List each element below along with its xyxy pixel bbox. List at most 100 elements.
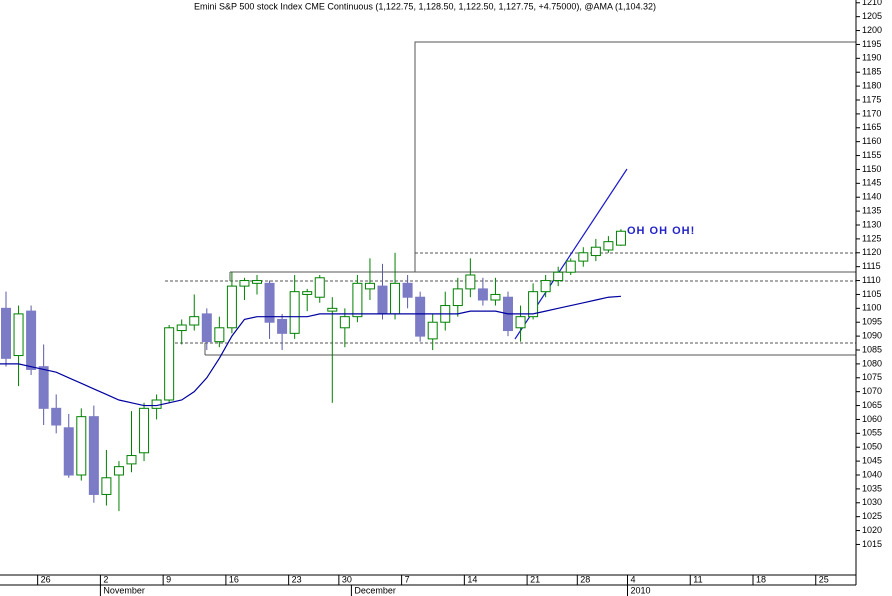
y-tick-label: 1160 — [862, 136, 881, 146]
y-tick-label: 1040 — [862, 469, 882, 479]
candle-body — [252, 280, 262, 284]
candle-body — [101, 477, 112, 495]
chart-title: Emini S&P 500 stock Index CME Continuous… — [194, 1, 656, 11]
candle-body — [364, 282, 375, 290]
candle-body — [540, 280, 551, 293]
candle-body — [565, 260, 576, 273]
y-tick-label: 1080 — [862, 358, 882, 368]
candle-body — [126, 455, 137, 465]
y-tick-label: 1110 — [862, 275, 881, 285]
candle-body — [452, 288, 463, 307]
candle-body — [214, 327, 225, 343]
y-tick-label: 1135 — [862, 205, 881, 215]
candle-body — [63, 427, 74, 476]
y-tick-label: 1210 — [862, 0, 882, 7]
candle-body — [578, 252, 589, 262]
candle-body — [327, 307, 338, 312]
candle-body — [151, 399, 162, 409]
candle-body — [164, 327, 175, 401]
candle-body — [302, 291, 313, 295]
y-tick-label: 1140 — [862, 192, 881, 202]
candle-body — [277, 318, 288, 334]
y-tick-label: 1120 — [862, 247, 881, 257]
candle-body — [189, 316, 200, 326]
x-tick-label: 21 — [530, 574, 540, 584]
candle-body — [339, 316, 350, 329]
y-tick-label: 1115 — [862, 261, 881, 271]
annotations — [165, 41, 856, 356]
month-label: November — [103, 585, 145, 595]
x-tick-label: 18 — [756, 574, 766, 584]
candle-body — [377, 285, 388, 315]
x-tick-label: 7 — [405, 574, 410, 584]
candle-body — [390, 282, 401, 315]
ama-line — [0, 295, 621, 407]
candle-body — [615, 230, 626, 246]
candle-body — [490, 293, 501, 301]
y-tick-label: 1145 — [862, 178, 881, 188]
candle-body — [477, 288, 488, 301]
candle-body — [88, 416, 99, 495]
y-tick-label: 1025 — [862, 511, 882, 521]
candle-body — [314, 277, 325, 298]
y-tick-label: 1090 — [862, 330, 882, 340]
candle-body — [38, 366, 49, 409]
candle-body — [427, 321, 438, 340]
y-tick-label: 1050 — [862, 442, 882, 452]
y-tick-label: 1100 — [862, 303, 881, 313]
candle-body — [201, 313, 212, 343]
candle-body — [113, 466, 124, 476]
candle-body — [465, 274, 476, 290]
y-tick-label: 1045 — [862, 455, 882, 465]
candle-body — [26, 310, 37, 370]
candle-body — [1, 307, 11, 359]
candle-body — [176, 324, 187, 332]
annotation-text: OH OH OH! — [627, 225, 695, 237]
candle-body — [553, 271, 564, 282]
y-tick-label: 1105 — [862, 289, 881, 299]
x-tick-label: 25 — [819, 574, 829, 584]
candle-body — [264, 282, 275, 323]
y-tick-label: 1205 — [862, 11, 882, 21]
candle-body — [239, 280, 250, 287]
x-tick-label: 4 — [631, 574, 636, 584]
y-tick-label: 1180 — [862, 80, 881, 90]
x-tick-label: 23 — [292, 574, 302, 584]
candle-body — [51, 407, 62, 426]
y-tick-label: 1190 — [862, 53, 881, 63]
marks — [0, 229, 626, 512]
y-tick-label: 1030 — [862, 497, 882, 507]
y-tick-label: 1035 — [862, 483, 882, 493]
y-tick-label: 1095 — [862, 317, 882, 327]
y-tick-label: 1185 — [862, 67, 881, 77]
x-tick-label: 26 — [41, 574, 51, 584]
x-tick-label: 28 — [580, 574, 590, 584]
y-tick-label: 1060 — [862, 414, 882, 424]
candle-body — [515, 316, 526, 329]
y-tick-label: 1165 — [862, 122, 881, 132]
x-tick-label: 9 — [166, 574, 171, 584]
y-tick-label: 1155 — [862, 150, 881, 160]
y-tick-label: 1195 — [862, 39, 881, 49]
candle-body — [415, 296, 426, 337]
x-tick-label: 16 — [229, 574, 239, 584]
y-tick-label: 1200 — [862, 25, 882, 35]
candle-body — [590, 246, 601, 257]
y-tick-label: 1150 — [862, 164, 881, 174]
x-tick-label: 30 — [342, 574, 352, 584]
box-line — [414, 41, 856, 272]
y-tick-label: 1065 — [862, 400, 882, 410]
candle-body — [603, 241, 614, 251]
month-label: 2010 — [631, 585, 651, 595]
candle-body — [402, 282, 413, 298]
y-tick-label: 1015 — [862, 539, 882, 549]
y-tick-label: 1055 — [862, 428, 882, 438]
candle-body — [76, 416, 87, 476]
y-tick-label: 1175 — [862, 94, 881, 104]
y-tick-label: 1085 — [862, 344, 882, 354]
y-tick-label: 1125 — [862, 233, 881, 243]
x-tick-label: 11 — [693, 574, 702, 584]
candle-body — [226, 285, 237, 329]
